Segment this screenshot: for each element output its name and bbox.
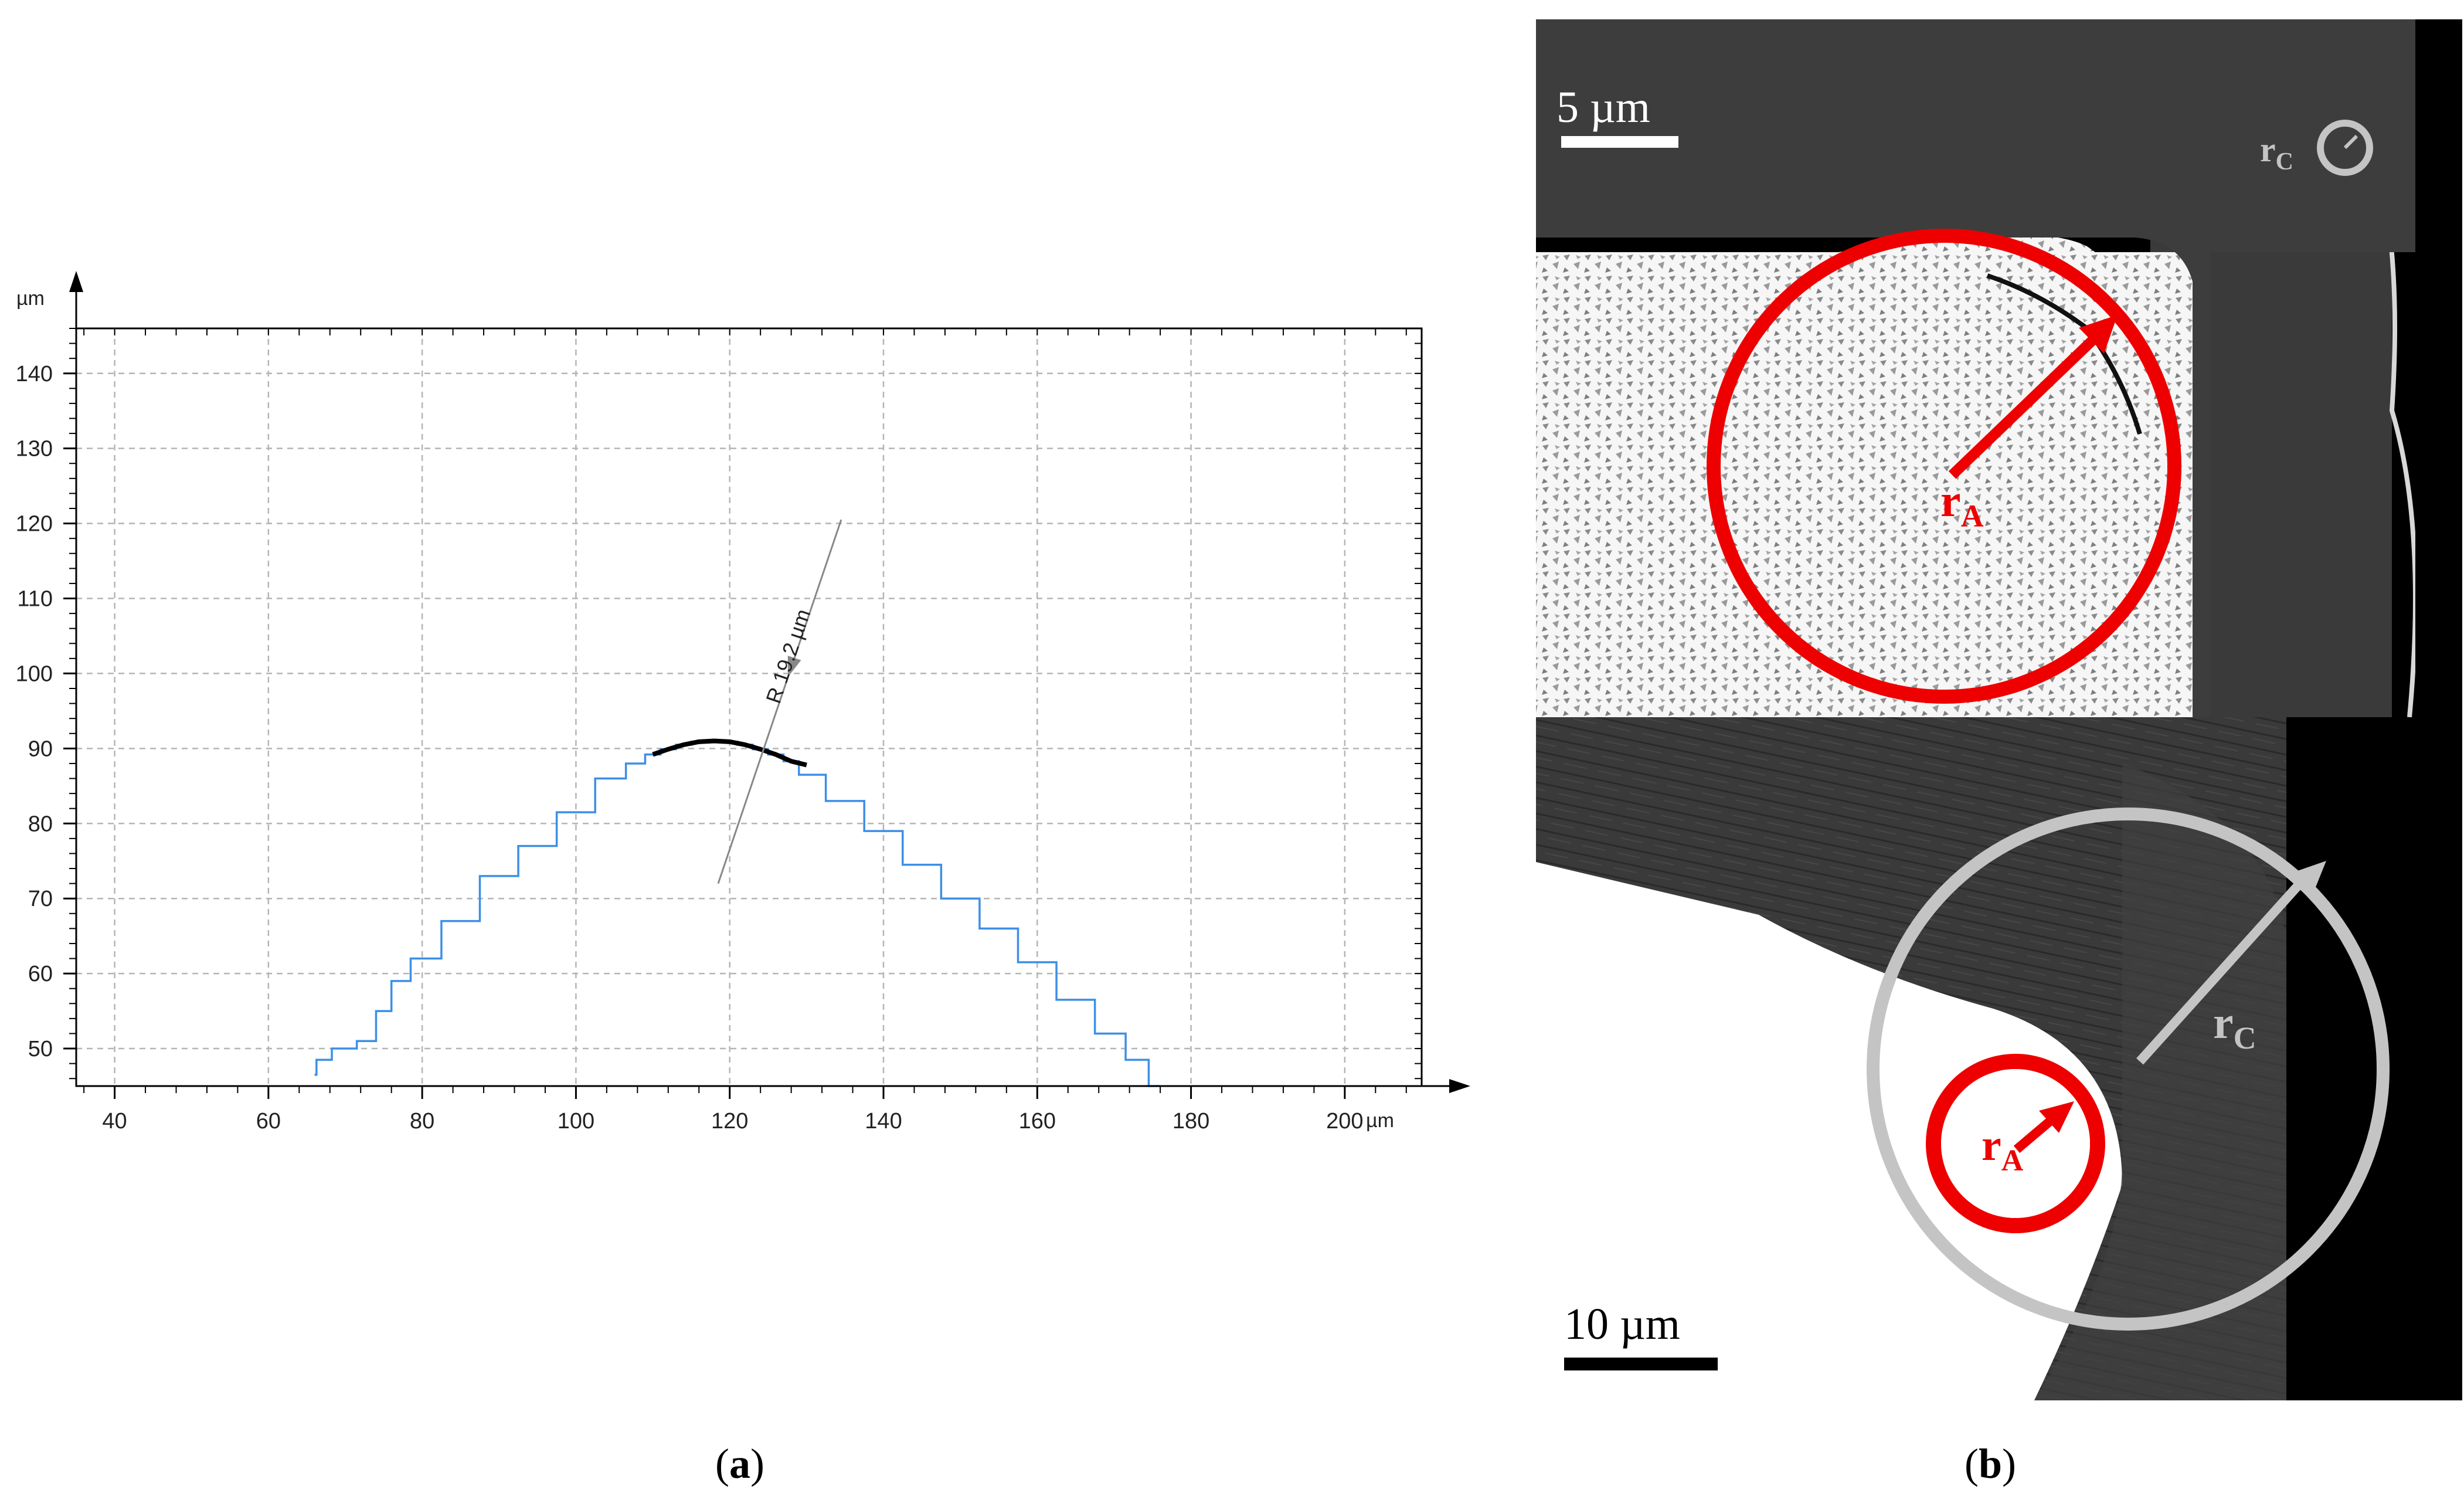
rc-arrow-top — [2343, 134, 2358, 150]
y-tick-label: 80 — [28, 812, 53, 836]
y-tick-label: 110 — [17, 587, 53, 612]
scale-bar-bottom-label: 10 µm — [1564, 1300, 1680, 1349]
x-axis-arrowhead — [1449, 1079, 1470, 1093]
tick-marks — [63, 372, 1346, 1099]
scale-bar-top — [1561, 136, 1678, 148]
ra-circle-bottom — [1926, 1054, 2105, 1233]
y-tick-label: 50 — [28, 1037, 53, 1061]
fitted-arc — [652, 738, 807, 768]
radius-leader-arrowhead — [787, 656, 801, 677]
scale-bar-bottom — [1564, 1358, 1718, 1370]
plot-area — [75, 327, 1423, 1087]
grid-lines — [76, 328, 1422, 1086]
x-tick-label: 140 — [865, 1109, 902, 1134]
x-tick-label: 200 — [1326, 1109, 1363, 1134]
bottom-coating-outer — [2286, 717, 2462, 1400]
x-tick-label: 180 — [1172, 1109, 1209, 1134]
y-tick-labels: 50 60 70 80 90 100 110 120 130 140 — [16, 362, 53, 1061]
y-tick-label: 130 — [16, 437, 53, 462]
rc-circle-top — [2317, 120, 2373, 176]
ra-arrow-bottom — [2013, 1113, 2058, 1153]
x-tick-label: 160 — [1019, 1109, 1056, 1134]
y-tick-label: 60 — [28, 962, 53, 986]
rc-circle-bottom — [1867, 808, 2390, 1331]
ra-arrowhead-bottom — [2039, 1101, 2074, 1133]
caption-b: (b) — [1964, 1440, 2017, 1487]
y-unit-label: µm — [16, 287, 45, 310]
ra-inner-bottom — [1941, 1069, 2090, 1218]
caption-a: (a) — [715, 1440, 764, 1487]
rc-label-bottom: rC — [2213, 997, 2256, 1056]
bottom-coating — [1536, 717, 2286, 1400]
y-tick-label: 90 — [28, 737, 53, 761]
x-tick-labels: 40 60 80 100 120 140 160 180 200 — [102, 1109, 1363, 1134]
top-outer-black — [2415, 19, 2462, 717]
ra-label-top: rA — [1940, 475, 1984, 534]
scale-bar-top-label: 5 µm — [1556, 83, 1650, 132]
micrograph-top: 5 µm rA rC — [1536, 19, 2462, 717]
y-tick-label: 120 — [16, 512, 53, 537]
y-tick-label: 70 — [28, 887, 53, 911]
profile-chart: 40 60 80 100 120 140 160 180 200 50 60 70 80 90 100 11… — [16, 271, 1470, 1134]
x-tick-label: 120 — [711, 1109, 748, 1134]
y-tick-label: 140 — [16, 362, 53, 386]
y-axis-arrowhead — [69, 271, 83, 292]
rc-label-top: rC — [2260, 130, 2293, 175]
x-tick-label: 60 — [256, 1109, 281, 1134]
x-tick-label: 40 — [102, 1109, 127, 1134]
y-tick-label: 100 — [16, 661, 53, 686]
ra-arrow-top — [1948, 330, 2103, 479]
x-unit-label: µm — [1366, 1110, 1394, 1132]
rc-arrow-bottom — [2136, 882, 2302, 1065]
bottom-coating-right — [2034, 762, 2286, 1400]
x-tick-label: 100 — [558, 1109, 594, 1134]
top-coating-corner — [1536, 19, 2462, 717]
ra-circle-top — [1707, 229, 2181, 704]
ra-label-bottom: rA — [1982, 1121, 2024, 1178]
radius-leader-line — [717, 519, 842, 884]
x-tick-label: 80 — [410, 1109, 434, 1134]
ra-arrowhead-top — [2079, 315, 2118, 354]
micrograph-bottom: rC rA 10 µm — [1536, 717, 2462, 1400]
micrograph-panel: 5 µm rA rC rC — [1536, 19, 2462, 1400]
rc-arrowhead-bottom — [2286, 861, 2326, 897]
